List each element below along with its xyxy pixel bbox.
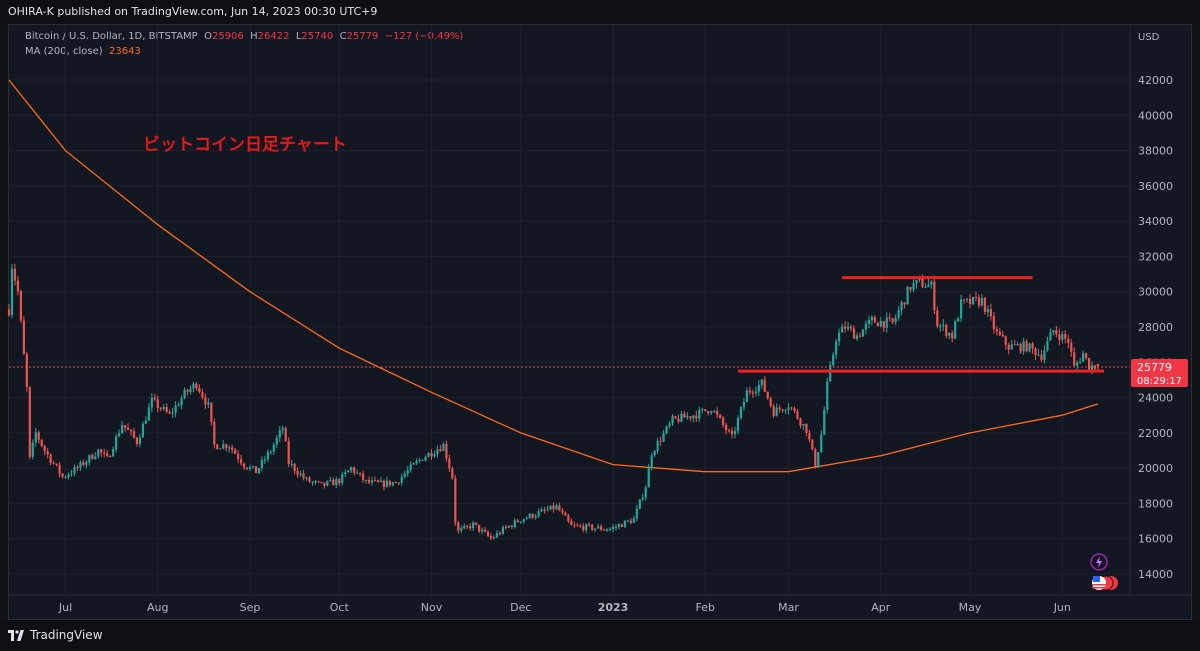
chart-panel[interactable]: Bitcoin / U.S. Dollar, 1D, BITSTAMP O259… [8,24,1192,620]
low-value: 25740 [301,31,334,42]
symbol-legend: Bitcoin / U.S. Dollar, 1D, BITSTAMP O259… [25,31,463,42]
footer-bar: TradingView [0,620,1200,651]
close-value: 25779 [346,31,379,42]
tradingview-logo-icon [8,630,24,641]
change-value: −127 (−0.49%) [384,31,464,42]
ma-legend: MA (200, close) 23643 [25,46,141,57]
open-value: 25906 [211,31,244,42]
symbol-name: Bitcoin / U.S. Dollar, 1D, BITSTAMP [25,31,198,42]
ma-label: MA (200, close) [25,46,103,57]
high-label: H [250,31,258,42]
low-label: L [295,31,302,42]
high-value: 26422 [257,31,290,42]
open-label: O [204,31,212,42]
close-label: C [339,31,347,42]
publisher-header: OHIRA-K published on TradingView.com, Ju… [0,0,1200,24]
ma-value: 23643 [109,46,141,57]
brand-name: TradingView [30,628,103,642]
